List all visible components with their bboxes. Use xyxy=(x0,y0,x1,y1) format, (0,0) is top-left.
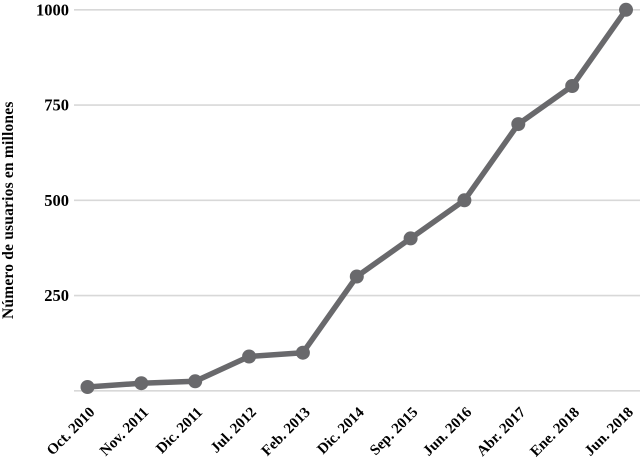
data-point-marker xyxy=(619,2,633,17)
data-point-marker xyxy=(403,231,418,246)
data-point-marker xyxy=(349,269,364,284)
data-point-marker xyxy=(80,380,95,394)
x-axis-tick-label: Nov. 2011 xyxy=(97,405,152,460)
data-point-marker xyxy=(457,193,472,208)
data-point-marker xyxy=(242,349,257,364)
data-point-marker xyxy=(565,79,580,93)
x-axis-tick-label: Jul. 2012 xyxy=(208,405,260,457)
x-axis-tick-label: Jun. 2016 xyxy=(420,404,475,459)
y-axis-tick-label: 750 xyxy=(44,96,69,115)
data-point-marker xyxy=(134,376,149,391)
data-point-marker xyxy=(188,374,203,389)
data-line xyxy=(84,7,629,390)
x-axis-tick-label: Feb. 2013 xyxy=(259,405,314,460)
x-axis-tick-label: Jun. 2018 xyxy=(582,405,637,460)
x-axis-tick-label: Dic. 2014 xyxy=(314,404,367,457)
x-axis-tick-label: Abr. 2017 xyxy=(474,404,529,459)
data-point-marker xyxy=(511,117,526,132)
x-axis-tick-label: Oct. 2010 xyxy=(44,405,98,459)
y-axis-tick-label: 250 xyxy=(44,286,69,305)
data-point-marker xyxy=(295,345,310,360)
x-axis-tick-label: Dic. 2011 xyxy=(153,405,206,458)
x-axis-tick-label: Sep. 2015 xyxy=(367,405,421,459)
x-axis-tick-label: Ene. 2018 xyxy=(528,405,584,460)
y-axis-tick-label: 1000 xyxy=(36,0,69,19)
y-axis-tick-label: 500 xyxy=(44,191,69,210)
